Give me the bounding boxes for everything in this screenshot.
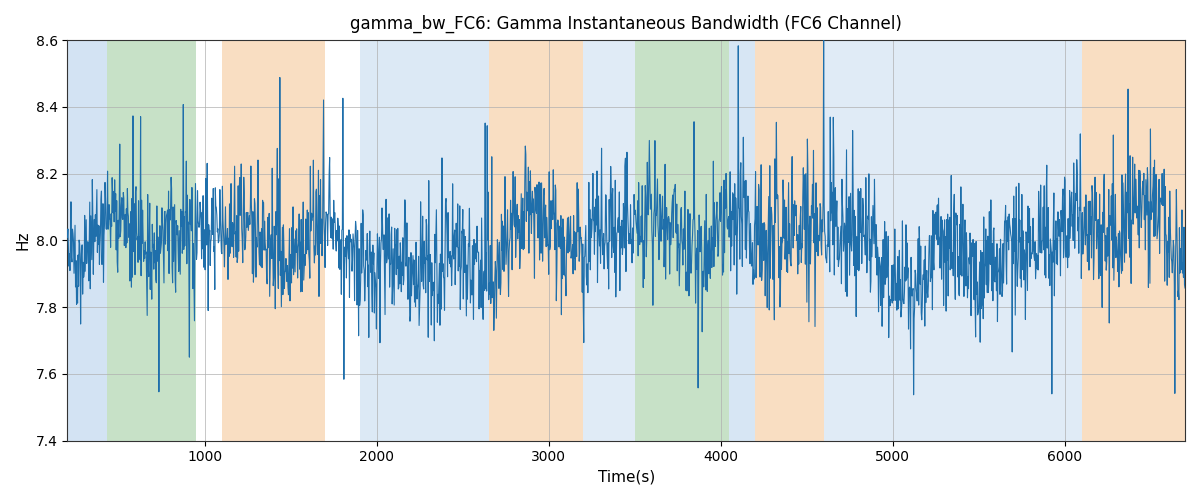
Bar: [107, 40, 197, 440]
Bar: [583, 40, 635, 440]
Bar: [635, 40, 730, 440]
Bar: [67, 40, 107, 440]
Bar: [222, 40, 325, 440]
Y-axis label: Hz: Hz: [16, 230, 30, 250]
X-axis label: Time(s): Time(s): [598, 470, 655, 485]
Bar: [488, 40, 583, 440]
Bar: [755, 40, 824, 440]
Bar: [360, 40, 488, 440]
Bar: [730, 40, 755, 440]
Bar: [1082, 40, 1186, 440]
Bar: [824, 40, 1082, 440]
Title: gamma_bw_FC6: Gamma Instantaneous Bandwidth (FC6 Channel): gamma_bw_FC6: Gamma Instantaneous Bandwi…: [350, 15, 902, 34]
